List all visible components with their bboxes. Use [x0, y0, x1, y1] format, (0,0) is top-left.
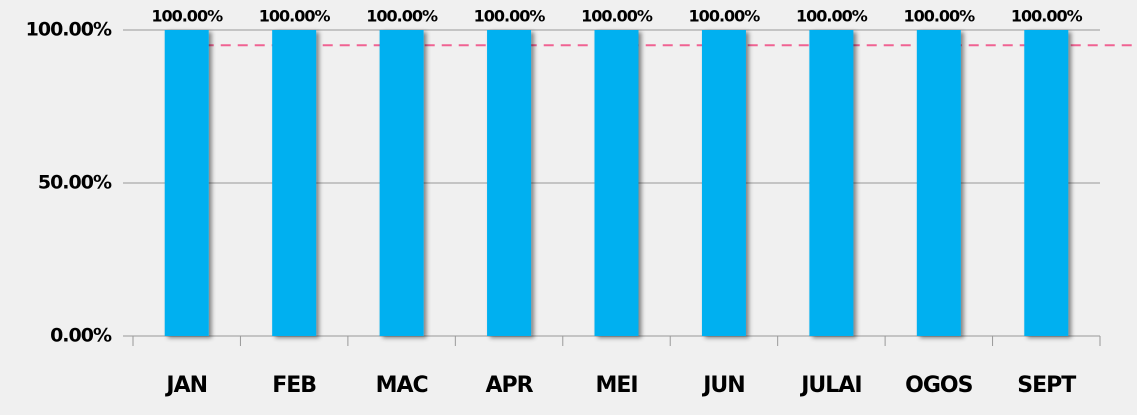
- x-tick-label: MEI: [595, 373, 637, 398]
- x-tick-label: JAN: [164, 373, 207, 398]
- y-tick-label: 50.00%: [38, 172, 112, 194]
- bar: [379, 30, 424, 336]
- data-label: 100.00%: [1011, 7, 1083, 26]
- data-label: 100.00%: [474, 7, 546, 26]
- data-label: 100.00%: [259, 7, 331, 26]
- bar: [701, 30, 746, 336]
- x-tick-label: JULAI: [799, 373, 861, 398]
- x-tick-label: MAC: [376, 373, 428, 398]
- bar: [916, 30, 961, 336]
- bar: [1024, 30, 1069, 336]
- x-tick-label: APR: [486, 373, 534, 398]
- x-tick-label: JUN: [701, 373, 744, 398]
- data-label: 100.00%: [366, 7, 438, 26]
- data-label: 100.00%: [689, 7, 761, 26]
- x-tick-label: SEPT: [1017, 373, 1076, 398]
- data-label: 100.00%: [796, 7, 868, 26]
- data-label: 100.00%: [581, 7, 653, 26]
- x-tick-label: OGOS: [905, 373, 972, 398]
- data-label: 100.00%: [151, 7, 223, 26]
- data-label: 100.00%: [903, 7, 975, 26]
- y-tick-label: 0.00%: [50, 325, 112, 347]
- bar: [487, 30, 532, 336]
- bar: [164, 30, 209, 336]
- y-tick-label: 100.00%: [26, 19, 112, 41]
- bar: [594, 30, 639, 336]
- bar: [272, 30, 317, 336]
- x-tick-label: FEB: [272, 373, 316, 398]
- bar: [809, 30, 854, 336]
